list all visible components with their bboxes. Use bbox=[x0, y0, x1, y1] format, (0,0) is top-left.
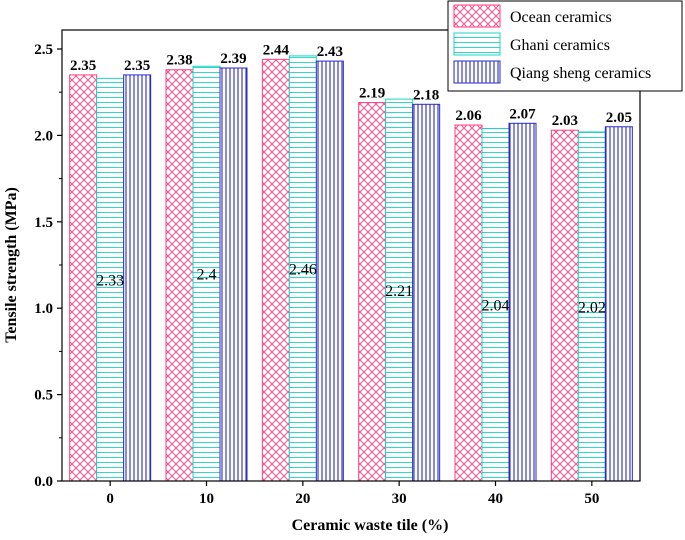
bar-qiang-sheng-ceramics-50 bbox=[604, 126, 633, 482]
legend-label: Qiang sheng ceramics bbox=[510, 65, 651, 82]
x-tick-label: 30 bbox=[392, 491, 407, 507]
bar-ghani-ceramics-20 bbox=[288, 55, 317, 482]
data-label-qiang-sheng-ceramics-10: 2.39 bbox=[220, 51, 246, 67]
axes-layer: 0.0 0.5 1.0 1.5 2.0 2.5 0 10 20 30 40 50 bbox=[34, 29, 641, 507]
y-tick-label: 1.0 bbox=[34, 301, 53, 317]
y-tick-label: 2.5 bbox=[34, 42, 53, 58]
x-axis-title: Ceramic waste tile (%) bbox=[292, 517, 449, 534]
data-label-qiang-sheng-ceramics-50: 2.05 bbox=[606, 110, 632, 126]
data-label-qiang-sheng-ceramics-30: 2.18 bbox=[413, 87, 439, 103]
legend-label: Ghani ceramics bbox=[510, 37, 610, 54]
bar-ocean-ceramics-50 bbox=[550, 129, 579, 482]
legend-label: Ocean ceramics bbox=[510, 9, 612, 26]
bar-ghani-ceramics-50 bbox=[577, 131, 606, 482]
data-label-qiang-sheng-ceramics-20: 2.43 bbox=[317, 44, 343, 60]
data-label-qiang-sheng-ceramics-40: 2.07 bbox=[509, 106, 536, 122]
legend: Ocean ceramics Ghani ceramics Qiang sheng … bbox=[447, 0, 683, 92]
data-label-ghani-ceramics-0: 2.33 bbox=[96, 273, 124, 290]
bar-ocean-ceramics-30 bbox=[358, 102, 387, 482]
y-tick-label: 0.5 bbox=[34, 388, 53, 404]
data-label-ocean-ceramics-0: 2.35 bbox=[70, 58, 96, 74]
bar-qiang-sheng-ceramics-0 bbox=[123, 74, 152, 482]
y-tick-label: 2.0 bbox=[34, 128, 53, 144]
data-labels-layer: 2.35 2.38 2.44 2.19 2.06 2.03 2.33 2.4 2.46 2.21 2… bbox=[70, 42, 632, 316]
bar-ocean-ceramics-20 bbox=[261, 58, 290, 482]
plot-frame bbox=[61, 29, 641, 482]
x-tick-label: 10 bbox=[199, 491, 214, 507]
y-tick-label: 0.0 bbox=[34, 474, 53, 490]
bars-layer bbox=[69, 55, 633, 482]
data-label-ghani-ceramics-10: 2.4 bbox=[197, 267, 217, 284]
x-tick-label: 50 bbox=[584, 491, 599, 507]
data-label-ghani-ceramics-40: 2.04 bbox=[482, 298, 510, 315]
x-tick-label: 0 bbox=[106, 491, 114, 507]
bar-ghani-ceramics-10 bbox=[192, 65, 221, 482]
data-label-ocean-ceramics-30: 2.19 bbox=[359, 86, 385, 102]
data-label-qiang-sheng-ceramics-0: 2.35 bbox=[124, 58, 150, 74]
bar-ghani-ceramics-0 bbox=[96, 77, 125, 482]
bar-qiang-sheng-ceramics-10 bbox=[219, 67, 248, 482]
data-label-ghani-ceramics-20: 2.46 bbox=[289, 261, 317, 278]
x-tick-label: 20 bbox=[295, 491, 310, 507]
y-axis-title: Tensile strength (MPa) bbox=[3, 187, 20, 343]
legend-swatch bbox=[453, 4, 501, 28]
legend-swatch bbox=[453, 32, 501, 56]
data-label-ocean-ceramics-40: 2.06 bbox=[455, 108, 482, 124]
y-tick-label: 1.5 bbox=[34, 215, 53, 231]
data-label-ghani-ceramics-30: 2.21 bbox=[385, 283, 413, 300]
legend-swatch bbox=[453, 60, 501, 84]
data-label-ghani-ceramics-50: 2.02 bbox=[578, 299, 606, 316]
bar-ocean-ceramics-40 bbox=[454, 124, 483, 482]
data-label-ocean-ceramics-10: 2.38 bbox=[166, 53, 192, 69]
data-label-ocean-ceramics-50: 2.03 bbox=[552, 113, 578, 129]
bar-qiang-sheng-ceramics-30 bbox=[412, 103, 441, 482]
bar-qiang-sheng-ceramics-40 bbox=[508, 122, 537, 482]
bar-qiang-sheng-ceramics-20 bbox=[315, 60, 344, 482]
bar-ocean-ceramics-0 bbox=[69, 74, 98, 482]
data-label-ocean-ceramics-20: 2.44 bbox=[263, 42, 290, 58]
x-tick-label: 40 bbox=[488, 491, 503, 507]
bar-ocean-ceramics-10 bbox=[165, 69, 194, 482]
